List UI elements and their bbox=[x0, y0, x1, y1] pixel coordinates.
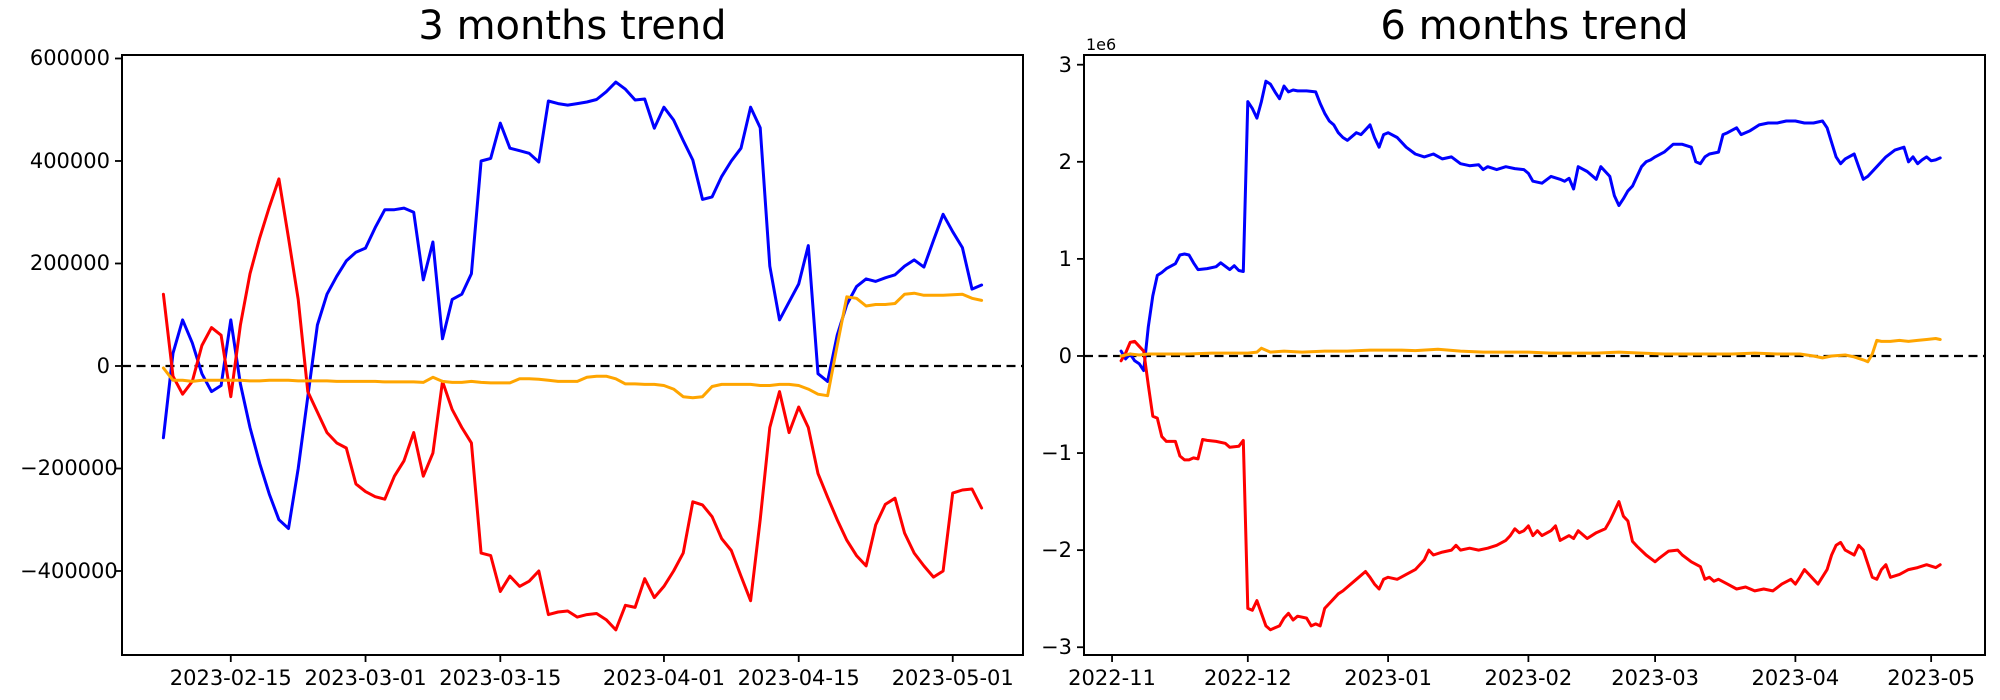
left-y-tick-label: 400000 bbox=[29, 148, 110, 173]
left-y-tick-label: 600000 bbox=[29, 46, 110, 71]
right-y-tick-label: 2 bbox=[1058, 149, 1072, 174]
right-orange-series-line bbox=[1119, 337, 1942, 364]
right-x-tick-label: 2023-05 bbox=[1887, 666, 1976, 690]
left-orange-series-line bbox=[161, 291, 984, 400]
right-y-tick-label: −3 bbox=[1041, 635, 1072, 660]
left-chart-frame bbox=[121, 54, 1024, 656]
right-x-tick-label: 2023-03 bbox=[1611, 666, 1699, 690]
left-y-tick-label: 200000 bbox=[29, 251, 110, 276]
right-x-tick-label: 2022-11 bbox=[1068, 666, 1156, 690]
right-x-tick-label: 2023-04 bbox=[1751, 666, 1840, 690]
left-y-tick-label: −400000 bbox=[20, 558, 118, 583]
left-y-tick-label: 0 bbox=[96, 353, 110, 378]
left-y-tick-label: −200000 bbox=[20, 456, 118, 481]
left-red-series-line bbox=[161, 177, 984, 632]
right-x-tick-label: 2023-02 bbox=[1484, 666, 1573, 690]
left-x-tick-label: 2023-02-15 bbox=[169, 666, 292, 690]
right-y-tick-label: 1 bbox=[1058, 246, 1072, 271]
left-x-tick-label: 2023-03-15 bbox=[439, 666, 562, 690]
right-x-tick-label: 2023-01 bbox=[1344, 666, 1432, 690]
y-axis-offset-label: 1e6 bbox=[1086, 35, 1117, 54]
left-blue-series-line bbox=[161, 80, 984, 530]
right-y-tick-label: 0 bbox=[1058, 343, 1072, 368]
right-red-series-line bbox=[1119, 339, 1942, 632]
left-x-tick-label: 2023-03-01 bbox=[304, 666, 427, 690]
right-y-tick-label: 3 bbox=[1058, 52, 1072, 77]
right-y-tick-label: −2 bbox=[1041, 538, 1072, 563]
right-chart-frame bbox=[1083, 54, 1986, 656]
right-chart-title: 6 months trend bbox=[1380, 3, 1689, 49]
left-chart-title: 3 months trend bbox=[418, 3, 727, 49]
right-y-tick-label: −1 bbox=[1041, 441, 1072, 466]
left-x-tick-label: 2023-04-15 bbox=[737, 666, 860, 690]
right-x-tick-label: 2022-12 bbox=[1203, 666, 1292, 690]
right-blue-series-line bbox=[1119, 79, 1942, 372]
left-x-tick-label: 2023-04-01 bbox=[602, 666, 725, 690]
left-x-tick-label: 2023-05-01 bbox=[891, 666, 1014, 690]
